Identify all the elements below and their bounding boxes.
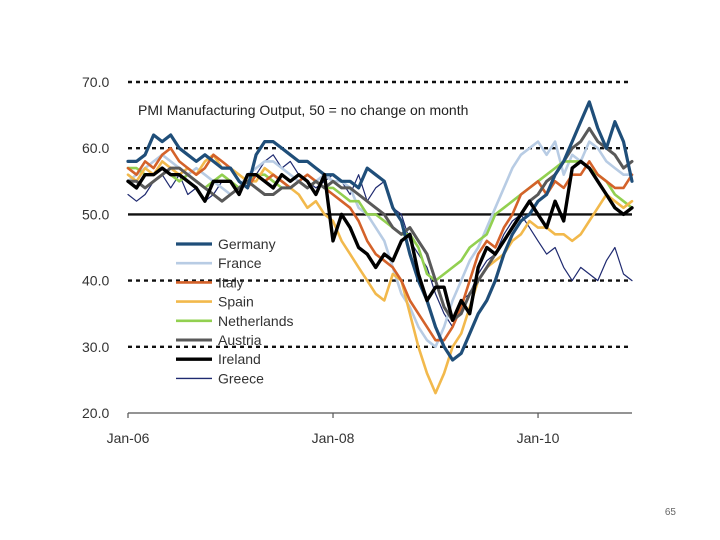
- x-tick-label: Jan-10: [517, 430, 560, 446]
- y-tick-label: 40.0: [82, 273, 109, 289]
- y-tick-label: 70.0: [82, 74, 109, 90]
- legend-label-austria: Austria: [218, 332, 262, 348]
- x-tick-label: Jan-08: [312, 430, 355, 446]
- series-line-greece: [127, 154, 633, 328]
- series-line-ireland: [126, 159, 634, 322]
- legend-label-greece: Greece: [218, 370, 264, 386]
- legend-label-spain: Spain: [218, 294, 254, 310]
- x-tick-label: Jan-06: [107, 430, 150, 446]
- y-tick-label: 60.0: [82, 140, 109, 156]
- page-number: 65: [664, 507, 676, 518]
- gridlines: [128, 80, 632, 348]
- y-tick-label: 20.0: [82, 405, 109, 421]
- y-tick-label: 30.0: [82, 339, 109, 355]
- legend-label-italy: Italy: [218, 274, 244, 290]
- axes: 20.0 30.0 40.0 50.0 60.0 70.0 Jan-06 Jan-08 Jan-…: [82, 74, 632, 446]
- series-line-austria: [126, 126, 634, 322]
- series-line-germany: [126, 100, 634, 362]
- chart-title: PMI Manufacturing Output, 50 = no change…: [138, 102, 468, 118]
- y-tick-label: 50.0: [82, 206, 109, 222]
- legend-label-germany: Germany: [218, 236, 276, 252]
- series-line-france: [126, 140, 634, 349]
- series-lines: [126, 100, 634, 395]
- series-line-spain: [126, 153, 634, 395]
- legend-label-france: France: [218, 255, 262, 271]
- legend-label-netherlands: Netherlands: [218, 313, 294, 329]
- legend: Germany France Italy Spain Netherlands Austri…: [176, 236, 294, 386]
- legend-label-ireland: Ireland: [218, 351, 261, 367]
